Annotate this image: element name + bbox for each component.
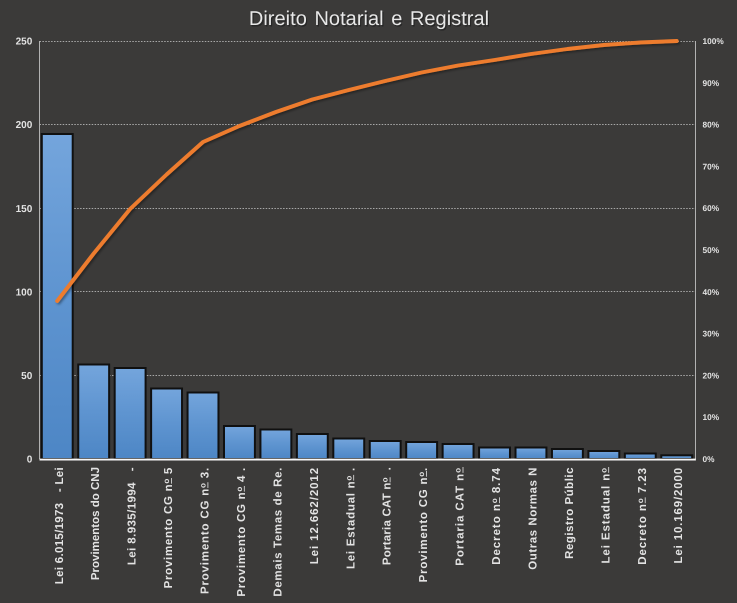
svg-text:80%: 80% — [703, 120, 720, 130]
svg-text:Lei 8.935/1994 -: Lei 8.935/1994 - — [127, 467, 139, 565]
svg-text:200: 200 — [16, 120, 33, 131]
svg-text:Direito Notarial e Registral: Direito Notarial e Registral — [249, 8, 489, 30]
svg-text:Lei 10.169/2000: Lei 10.169/2000 — [673, 467, 685, 564]
svg-text:Portaria CAT no: Portaria CAT no — [453, 467, 466, 566]
svg-text:Demais Temas de Re.: Demais Temas de Re. — [272, 467, 284, 597]
svg-text:Registro Públic: Registro Públic — [564, 467, 576, 559]
svg-text:Portaria CAT no .: Portaria CAT no . — [380, 467, 393, 565]
svg-text:30%: 30% — [703, 329, 720, 339]
svg-text:60%: 60% — [703, 203, 720, 213]
svg-text:0%: 0% — [703, 454, 716, 464]
svg-text:Provimento CG no.: Provimento CG no. — [417, 467, 430, 582]
svg-text:Outras Normas N: Outras Normas N — [528, 467, 540, 570]
svg-text:90%: 90% — [703, 78, 720, 88]
svg-text:Decreto no 7.23: Decreto no 7.23 — [636, 467, 649, 565]
svg-text:40%: 40% — [703, 287, 720, 297]
svg-text:Lei Estadual no: Lei Estadual no — [599, 467, 612, 564]
svg-text:Direito Notarial e Registral: Direito Notarial e Registral — [250, 9, 490, 31]
svg-text:50: 50 — [21, 371, 33, 382]
svg-text:50%: 50% — [703, 245, 720, 255]
svg-text:0: 0 — [27, 455, 33, 466]
svg-text:Lei 12.662/2012: Lei 12.662/2012 — [309, 467, 321, 564]
svg-text:Provimento CG no 5: Provimento CG no 5 — [162, 467, 175, 588]
svg-text:Provimento CG no 3.: Provimento CG no 3. — [198, 467, 211, 594]
svg-text:20%: 20% — [703, 370, 720, 380]
svg-text:70%: 70% — [703, 161, 720, 171]
svg-text:Decreto no 8.74: Decreto no 8.74 — [490, 467, 503, 565]
svg-text:250: 250 — [16, 37, 33, 48]
svg-text:Lei Estadual no .: Lei Estadual no . — [344, 467, 357, 569]
svg-text:Provimento CG no 4 .: Provimento CG no 4 . — [235, 467, 248, 597]
svg-text:10%: 10% — [703, 412, 720, 422]
svg-text:Lei 6.015/1973 - Lei: Lei 6.015/1973 - Lei — [54, 467, 66, 584]
svg-text:Provimentos do CNJ: Provimentos do CNJ — [90, 467, 102, 580]
svg-text:100%: 100% — [703, 36, 725, 46]
svg-text:150: 150 — [16, 204, 33, 215]
svg-text:100: 100 — [16, 287, 33, 298]
